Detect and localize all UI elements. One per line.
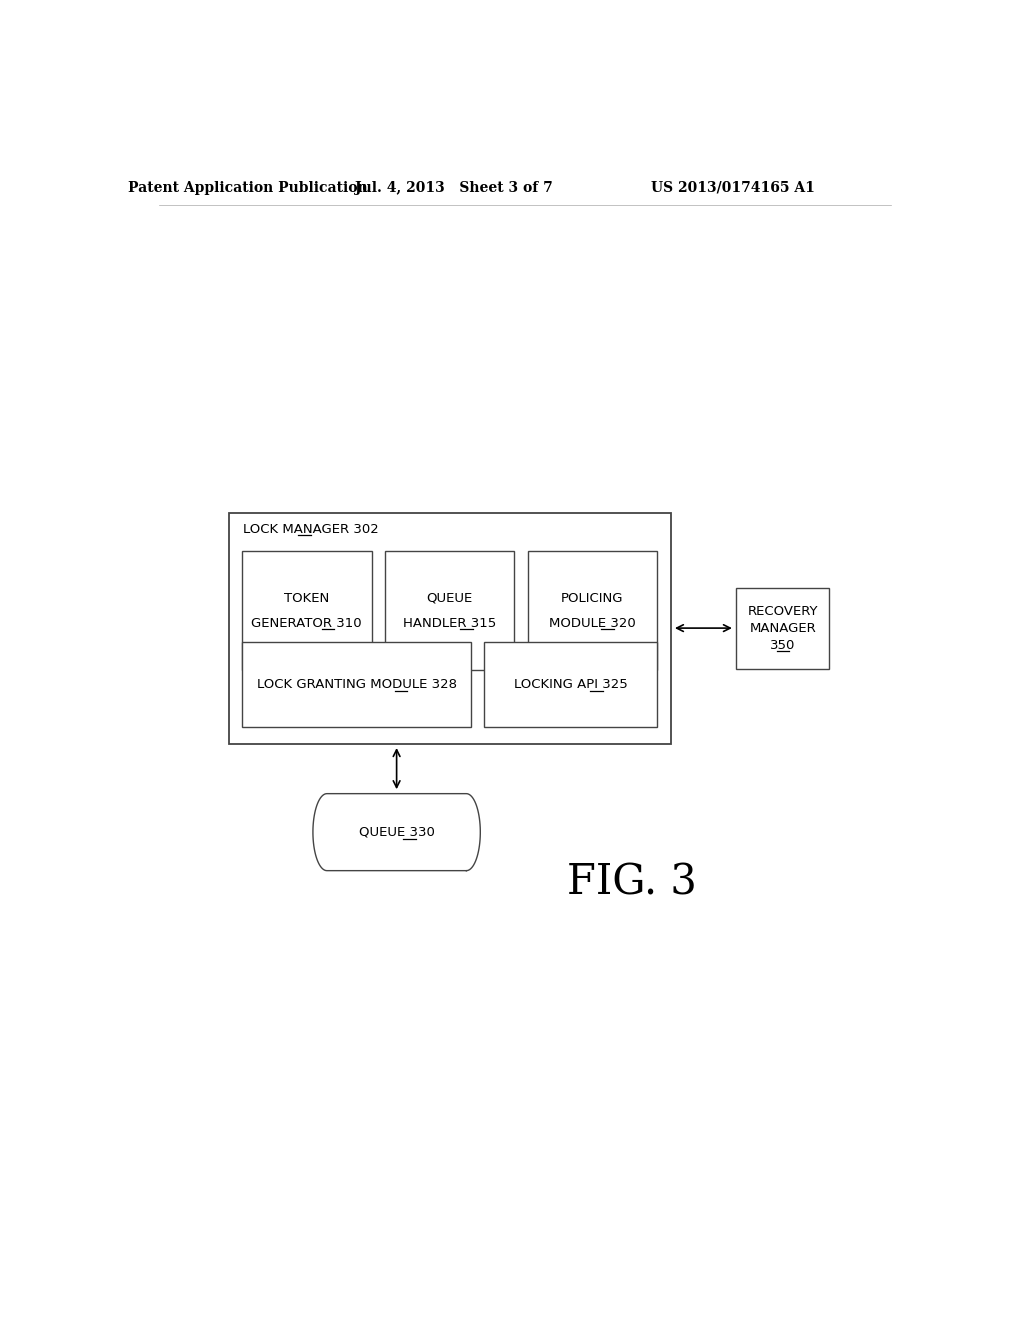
- Bar: [242, 642, 471, 726]
- Text: MODULE 320: MODULE 320: [549, 616, 636, 630]
- Bar: [484, 642, 657, 726]
- Text: Jul. 4, 2013   Sheet 3 of 7: Jul. 4, 2013 Sheet 3 of 7: [354, 181, 552, 194]
- Text: LOCK MANAGER 302: LOCK MANAGER 302: [243, 523, 379, 536]
- Text: MANAGER: MANAGER: [750, 622, 816, 635]
- Bar: [242, 552, 372, 671]
- Bar: [736, 587, 829, 668]
- Text: GENERATOR 310: GENERATOR 310: [252, 616, 362, 630]
- Text: QUEUE: QUEUE: [427, 591, 473, 605]
- Text: TOKEN: TOKEN: [284, 591, 330, 605]
- Text: US 2013/0174165 A1: US 2013/0174165 A1: [650, 181, 814, 194]
- Polygon shape: [313, 793, 480, 871]
- Bar: [385, 552, 514, 671]
- Text: LOCK GRANTING MODULE 328: LOCK GRANTING MODULE 328: [257, 677, 457, 690]
- Bar: [228, 512, 671, 743]
- Text: RECOVERY: RECOVERY: [748, 605, 818, 618]
- Text: HANDLER 315: HANDLER 315: [403, 616, 497, 630]
- Text: 350: 350: [770, 639, 796, 652]
- Bar: [527, 552, 657, 671]
- Text: FIG. 3: FIG. 3: [567, 861, 696, 903]
- Text: QUEUE 330: QUEUE 330: [358, 825, 434, 838]
- Text: Patent Application Publication: Patent Application Publication: [128, 181, 368, 194]
- Text: POLICING: POLICING: [561, 591, 624, 605]
- Text: LOCKING API 325: LOCKING API 325: [514, 677, 628, 690]
